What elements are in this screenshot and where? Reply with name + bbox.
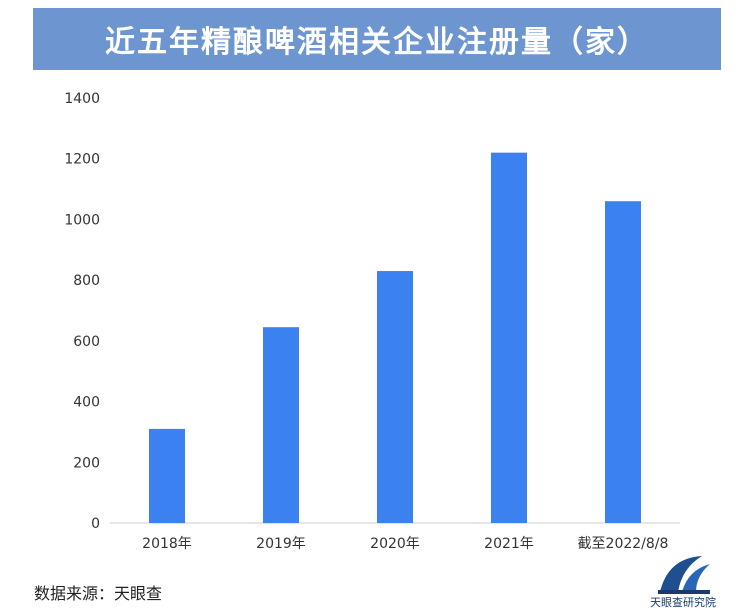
x-tick-label: 2018年	[142, 536, 192, 552]
y-tick-label: 1200	[64, 152, 100, 168]
bar	[605, 201, 641, 523]
y-tick-label: 600	[73, 334, 100, 350]
y-tick-label: 1400	[64, 91, 100, 107]
tianyancha-logo-icon	[658, 556, 710, 594]
y-tick-label: 0	[91, 516, 100, 532]
bar	[377, 271, 413, 523]
x-tick-label: 2019年	[256, 536, 306, 552]
bar	[263, 327, 299, 523]
brand-text: 天眼查研究院	[650, 596, 716, 609]
data-source-note: 数据来源：天眼查	[34, 584, 163, 603]
y-tick-label: 1000	[64, 212, 100, 228]
brand-logo: 天眼查研究院	[638, 552, 728, 610]
bar	[491, 152, 527, 523]
chart-title: 近五年精酿啤酒相关企业注册量（家）	[105, 25, 649, 60]
y-tick-label: 400	[73, 395, 100, 411]
bar	[149, 428, 185, 523]
y-tick-label: 800	[73, 273, 100, 289]
x-tick-label: 2020年	[370, 536, 420, 552]
x-tick-label: 2021年	[484, 536, 534, 552]
x-tick-label: 截至2022/8/8	[578, 536, 669, 552]
title-banner: 近五年精酿啤酒相关企业注册量（家）	[33, 8, 721, 70]
y-tick-label: 200	[73, 455, 100, 471]
